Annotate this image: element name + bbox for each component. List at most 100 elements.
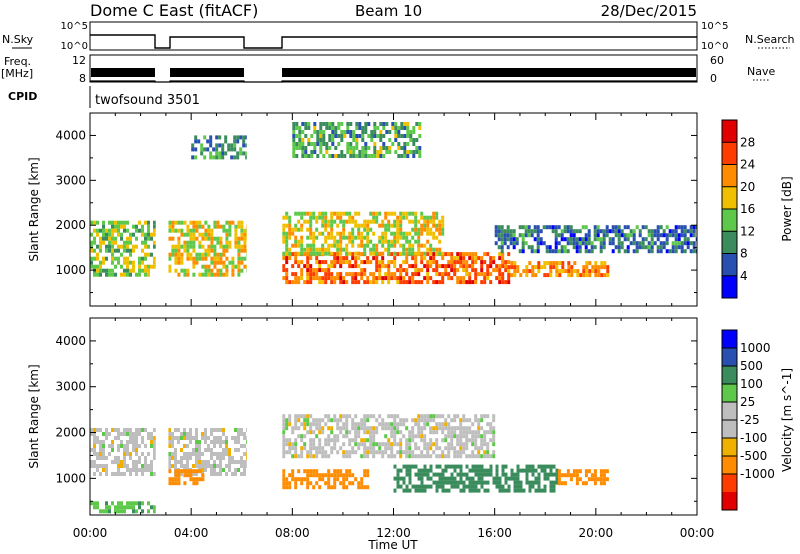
heatmap-cell: [441, 488, 445, 493]
heatmap-cell: [292, 154, 296, 158]
heatmap-cell: [201, 264, 205, 269]
heatmap-cell: [379, 146, 383, 150]
heatmap-cell: [459, 472, 463, 477]
heatmap-cell: [129, 248, 132, 253]
heatmap-cell: [507, 252, 511, 257]
heatmap-cell: [426, 219, 430, 224]
heatmap-cell: [150, 432, 153, 436]
heatmap-cell: [549, 468, 553, 473]
heatmap-cell: [435, 464, 439, 469]
heatmap-cell: [402, 268, 406, 273]
heatmap-cell: [585, 269, 589, 274]
heatmap-cell: [417, 454, 421, 459]
heatmap-cell: [354, 422, 358, 427]
heatmap-cell: [222, 264, 226, 269]
heatmap-cell: [411, 426, 415, 431]
heatmap-cell: [396, 480, 400, 485]
heatmap-cell: [426, 450, 430, 455]
heatmap-cell: [153, 472, 156, 476]
heatmap-cell: [333, 252, 337, 257]
heatmap-cell: [364, 150, 368, 154]
heatmap-cell: [417, 414, 421, 419]
heatmap-cell: [483, 454, 487, 459]
heatmap-cell: [135, 440, 138, 444]
heatmap-cell: [656, 229, 660, 234]
heatmap-cell: [102, 256, 105, 261]
heatmap-cell: [141, 268, 144, 273]
heatmap-cell: [242, 151, 246, 156]
heatmap-cell: [342, 450, 346, 455]
heatmap-cell: [336, 211, 340, 216]
heatmap-cell: [474, 454, 478, 459]
heatmap-cell: [540, 468, 544, 473]
heatmap-cell: [216, 220, 220, 225]
heatmap-cell: [318, 430, 322, 435]
heatmap-cell: [336, 422, 340, 427]
heatmap-cell: [144, 464, 147, 468]
heatmap-cell: [593, 245, 597, 250]
heatmap-cell: [204, 220, 208, 225]
heatmap-cell: [447, 276, 451, 281]
heatmap-cell: [408, 464, 412, 469]
heatmap-cell: [402, 231, 406, 236]
heatmap-cell: [213, 220, 217, 225]
heatmap-cell: [318, 211, 322, 216]
y-tick-label: 2000: [55, 218, 86, 232]
heatmap-cell: [345, 260, 349, 265]
heatmap-cell: [647, 241, 651, 246]
heatmap-cell: [126, 440, 129, 444]
heatmap-cell: [531, 472, 535, 477]
heatmap-cell: [330, 280, 334, 285]
heatmap-cell: [483, 442, 487, 447]
heatmap-cell: [117, 256, 120, 261]
heatmap-cell: [438, 239, 442, 244]
y-tick-label: 3000: [55, 173, 86, 187]
heatmap-cell: [399, 430, 403, 435]
heatmap-cell: [381, 251, 385, 256]
heatmap-cell: [216, 272, 220, 277]
heatmap-cell: [349, 154, 353, 158]
heatmap-cell: [465, 442, 469, 447]
heatmap-cell: [171, 444, 174, 448]
heatmap-cell: [635, 225, 639, 230]
heatmap-cell: [189, 473, 193, 478]
heatmap-cell: [336, 473, 340, 478]
heatmap-cell: [237, 224, 241, 229]
heatmap-cell: [406, 142, 410, 146]
heatmap-cell: [465, 464, 469, 469]
heatmap-cell: [432, 219, 436, 224]
heatmap-cell: [582, 269, 586, 274]
heatmap-cell: [507, 280, 511, 285]
heatmap-cell: [331, 142, 335, 146]
heatmap-cell: [558, 261, 562, 266]
heatmap-cell: [171, 452, 174, 456]
heatmap-cell: [396, 239, 400, 244]
heatmap-cell: [447, 430, 451, 435]
heatmap-cell: [90, 448, 93, 452]
heatmap-cell: [465, 476, 469, 481]
heatmap-cell: [357, 434, 361, 439]
heatmap-cell: [530, 229, 534, 234]
heatmap-cell: [306, 481, 310, 486]
heatmap-cell: [240, 428, 243, 432]
heatmap-cell: [99, 452, 102, 456]
heatmap-cell: [315, 426, 319, 431]
heatmap-cell: [135, 472, 138, 476]
heatmap-cell: [674, 229, 678, 234]
heatmap-cell: [575, 477, 579, 482]
heatmap-cell: [414, 280, 418, 285]
heatmap-cell: [245, 143, 249, 148]
heatmap-cell: [126, 268, 129, 273]
heatmap-cell: [426, 454, 430, 459]
heatmap-cell: [219, 436, 222, 440]
heatmap-cell: [441, 227, 445, 232]
heatmap-cell: [594, 265, 598, 270]
heatmap-cell: [233, 143, 237, 148]
heatmap-cell: [120, 444, 123, 448]
heatmap-cell: [363, 454, 367, 459]
heatmap-cell: [366, 446, 370, 451]
heatmap-cell: [328, 122, 332, 126]
heatmap-cell: [300, 215, 304, 220]
heatmap-cell: [135, 272, 138, 277]
heatmap-cell: [322, 130, 326, 134]
